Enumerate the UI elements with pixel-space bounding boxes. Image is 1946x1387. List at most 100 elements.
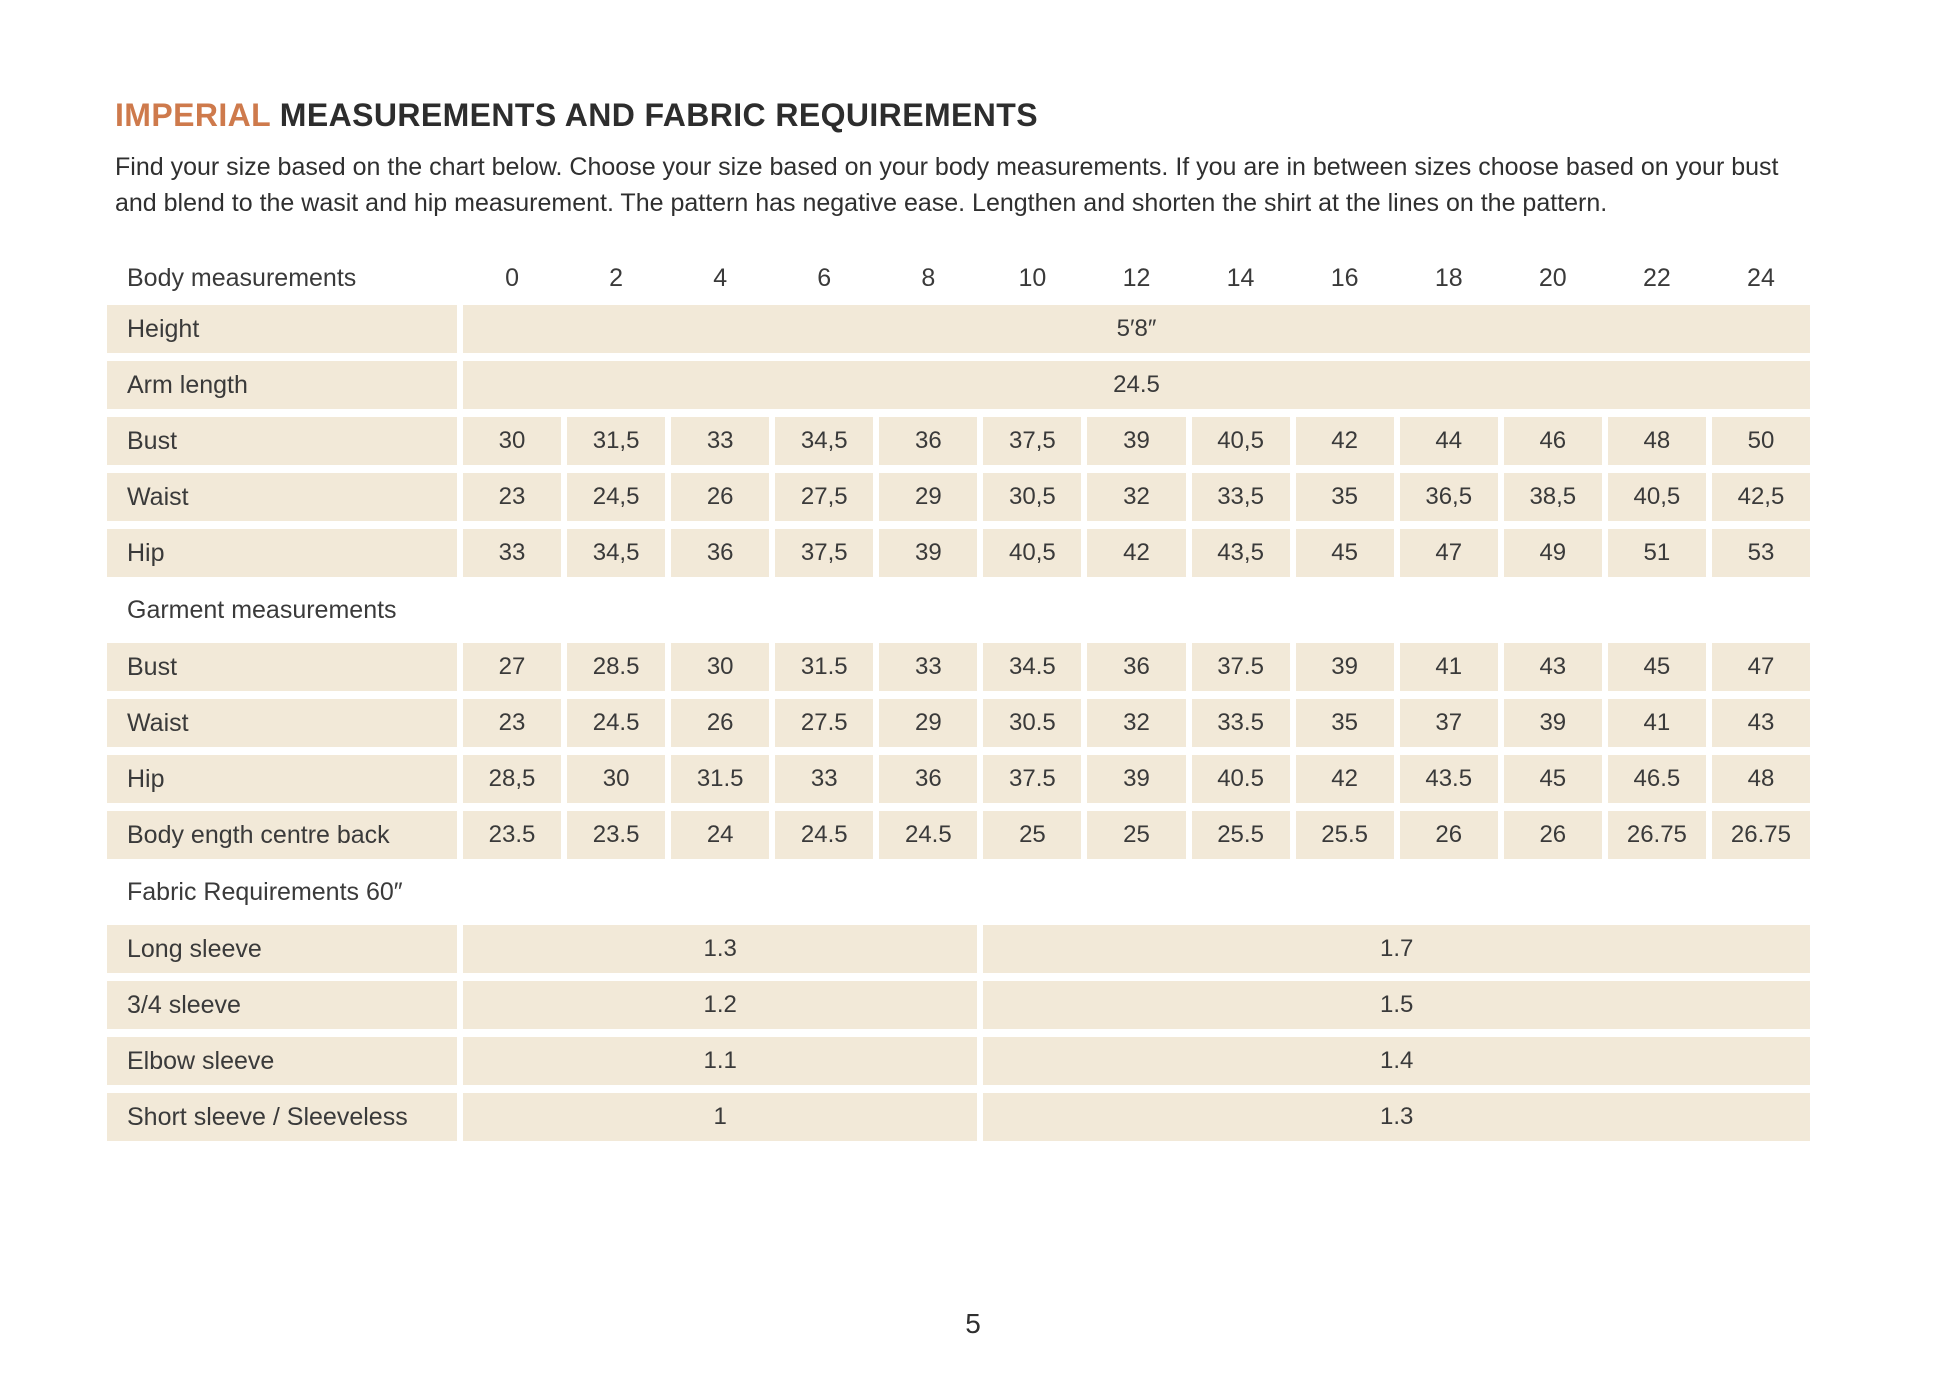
value-cell: 45 [1503, 755, 1602, 803]
value-cell: 46.5 [1607, 755, 1706, 803]
size-column-header: 22 [1642, 263, 1671, 292]
value-cell: 46 [1503, 417, 1602, 465]
value-cell: 43,5 [1191, 529, 1290, 577]
value-cell: 23.5 [567, 811, 666, 859]
size-column-header: 16 [1330, 263, 1359, 292]
section-header: Fabric Requirements 60″ [127, 877, 403, 906]
value-cell: 43 [1503, 643, 1602, 691]
row-label: Bust [107, 417, 457, 465]
row-label: Hip [107, 529, 457, 577]
page-title-rest: MEASUREMENTS AND FABRIC REQUIREMENTS [270, 97, 1038, 133]
value-cell: 36 [671, 529, 770, 577]
value-cell: 37,5 [983, 417, 1082, 465]
value-cell: 32 [1087, 473, 1186, 521]
value-cell: 31,5 [567, 417, 666, 465]
value-cell: 25 [1087, 811, 1186, 859]
value-cell: 39 [1503, 699, 1602, 747]
value-cell: 35 [1295, 473, 1394, 521]
row-label: Body ength centre back [107, 811, 457, 859]
value-cell: 36 [1087, 643, 1186, 691]
row-span-value: 5′8″ [463, 305, 1810, 353]
value-cell: 39 [1295, 643, 1394, 691]
value-cell: 40,5 [983, 529, 1082, 577]
fabric-value-right: 1.4 [983, 1037, 1810, 1085]
value-cell: 39 [1087, 755, 1186, 803]
size-column-header: 20 [1538, 263, 1567, 292]
value-cell: 40,5 [1607, 473, 1706, 521]
value-cell: 31.5 [775, 643, 874, 691]
row-span-value: 24.5 [463, 361, 1810, 409]
value-cell: 43 [1711, 699, 1810, 747]
value-cell: 30,5 [983, 473, 1082, 521]
value-cell: 28,5 [463, 755, 562, 803]
value-cell: 37 [1399, 699, 1498, 747]
value-cell: 40.5 [1191, 755, 1290, 803]
value-cell: 27 [463, 643, 562, 691]
size-column-header: 8 [921, 263, 936, 292]
row-label: Waist [107, 699, 457, 747]
value-cell: 40,5 [1191, 417, 1290, 465]
value-cell: 25.5 [1191, 811, 1290, 859]
value-cell: 31.5 [671, 755, 770, 803]
value-cell: 26.75 [1711, 811, 1810, 859]
value-cell: 38,5 [1503, 473, 1602, 521]
table-header-label: Body measurements [127, 263, 357, 292]
value-cell: 29 [879, 699, 978, 747]
value-cell: 34.5 [983, 643, 1082, 691]
value-cell: 34,5 [775, 417, 874, 465]
value-cell: 39 [1087, 417, 1186, 465]
fabric-value-left: 1 [463, 1093, 978, 1141]
value-cell: 49 [1503, 529, 1602, 577]
value-cell: 33 [775, 755, 874, 803]
fabric-value-right: 1.5 [983, 981, 1810, 1029]
value-cell: 24 [671, 811, 770, 859]
value-cell: 30.5 [983, 699, 1082, 747]
value-cell: 33 [879, 643, 978, 691]
value-cell: 25.5 [1295, 811, 1394, 859]
value-cell: 37,5 [775, 529, 874, 577]
value-cell: 48 [1607, 417, 1706, 465]
size-column-header: 4 [713, 263, 728, 292]
size-column-header: 18 [1434, 263, 1463, 292]
value-cell: 48 [1711, 755, 1810, 803]
row-label: Long sleeve [107, 925, 457, 973]
value-cell: 32 [1087, 699, 1186, 747]
value-cell: 53 [1711, 529, 1810, 577]
value-cell: 26 [1503, 811, 1602, 859]
value-cell: 42 [1295, 755, 1394, 803]
value-cell: 26 [1399, 811, 1498, 859]
value-cell: 24.5 [567, 699, 666, 747]
value-cell: 24,5 [567, 473, 666, 521]
intro-paragraph: Find your size based on the chart below.… [115, 153, 1779, 217]
value-cell: 42 [1087, 529, 1186, 577]
value-cell: 24.5 [879, 811, 978, 859]
value-cell: 27.5 [775, 699, 874, 747]
page-title-highlight: IMPERIAL [115, 97, 271, 133]
value-cell: 43.5 [1399, 755, 1498, 803]
size-column-header: 0 [505, 263, 519, 292]
value-cell: 26 [671, 473, 770, 521]
fabric-value-right: 1.3 [983, 1093, 1810, 1141]
value-cell: 42,5 [1711, 473, 1810, 521]
value-cell: 45 [1295, 529, 1394, 577]
size-column-header: 14 [1226, 263, 1255, 292]
page-title: IMPERIAL MEASUREMENTS AND FABRIC REQUIRE… [107, 97, 1819, 134]
value-cell: 30 [567, 755, 666, 803]
row-label: Bust [107, 643, 457, 691]
page-number: 5 [965, 1308, 981, 1339]
fabric-value-left: 1.3 [463, 925, 978, 973]
page-content: IMPERIAL MEASUREMENTS AND FABRIC REQUIRE… [107, 97, 1819, 1141]
value-cell: 26.75 [1607, 811, 1706, 859]
value-cell: 30 [463, 417, 562, 465]
value-cell: 33 [463, 529, 562, 577]
section-header: Garment measurements [127, 595, 397, 624]
value-cell: 23 [463, 473, 562, 521]
value-cell: 30 [671, 643, 770, 691]
size-column-header: 12 [1122, 263, 1151, 292]
value-cell: 28.5 [567, 643, 666, 691]
size-chart-table: Body measurements 0 2 4 6 8 10 12 14 16 18 20 22 24 He… [107, 259, 1810, 1141]
value-cell: 50 [1711, 417, 1810, 465]
value-cell: 25 [983, 811, 1082, 859]
row-label: Short sleeve / Sleeveless [107, 1093, 457, 1141]
